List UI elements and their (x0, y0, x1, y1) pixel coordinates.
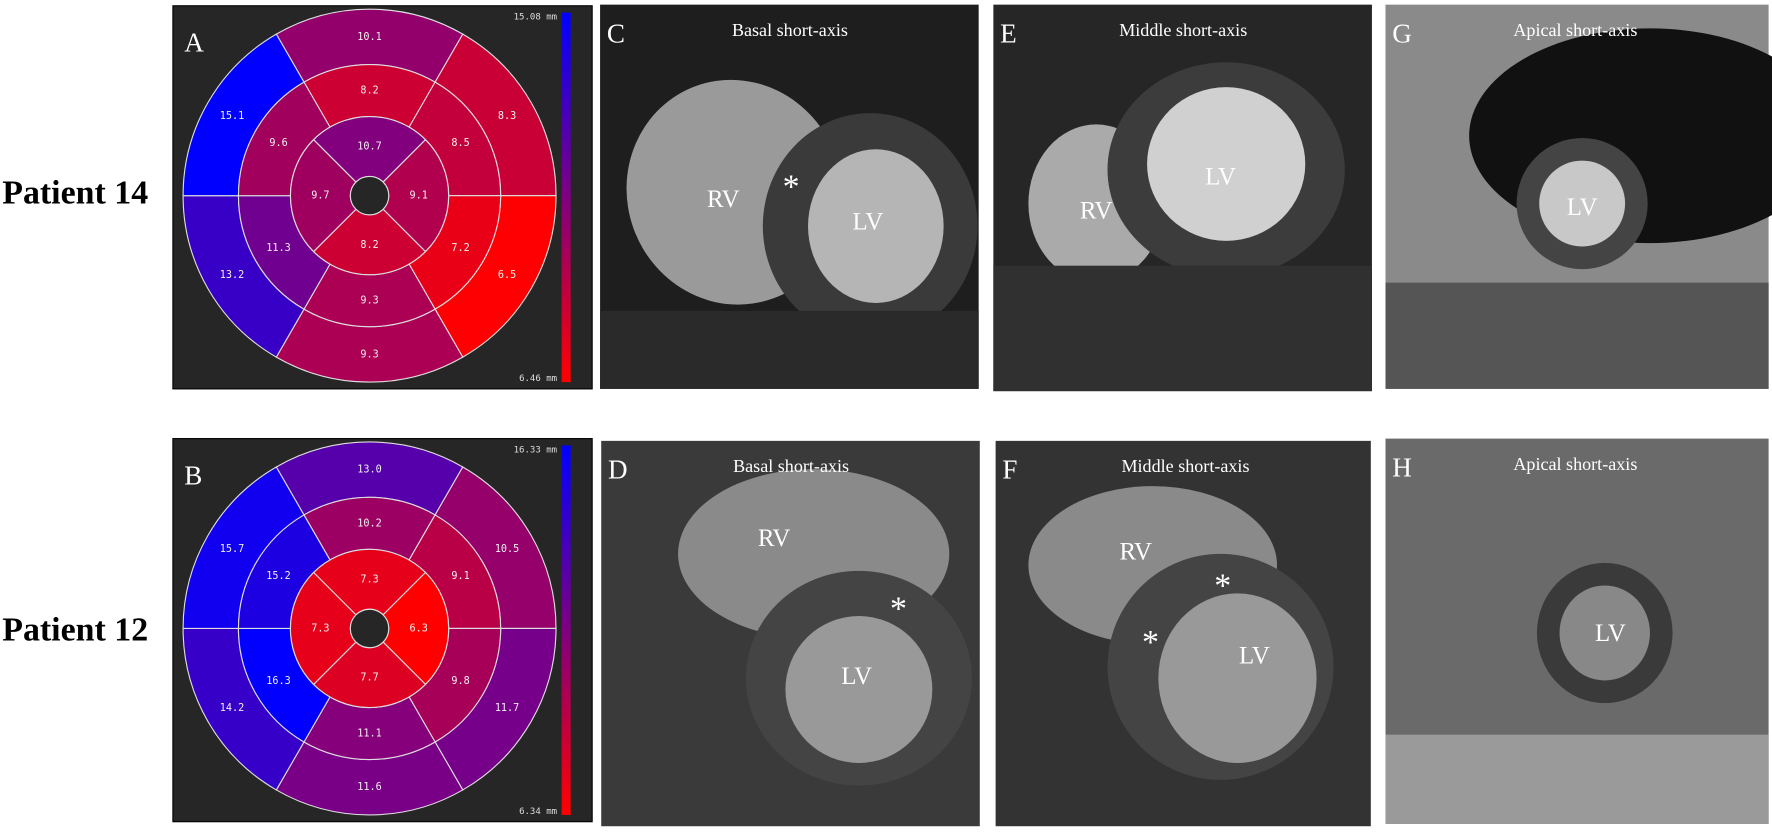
chamber-label: LV (1595, 620, 1626, 647)
panel-letter: H (1392, 452, 1412, 482)
panel-letter: G (1392, 19, 1412, 49)
panel-letter: A (184, 28, 204, 58)
chamber-label: RV (1119, 539, 1152, 566)
colorbar (561, 12, 571, 383)
panel-letter: F (1002, 455, 1017, 485)
segment-value: 8.3 (498, 111, 516, 122)
colorbar-min: 6.34 mm (519, 807, 557, 817)
segment-value: 13.2 (220, 270, 244, 281)
segment-value: 11.6 (357, 782, 381, 793)
segment-value: 8.2 (360, 240, 378, 251)
segment-value: 11.7 (495, 703, 519, 714)
segment-value: 7.3 (311, 623, 329, 634)
image-title: Middle short-axis (1119, 20, 1247, 40)
segment-value: 10.5 (495, 544, 519, 555)
asterisk: * (1214, 568, 1231, 605)
panel-letter: D (608, 455, 628, 485)
image-title: Apical short-axis (1513, 454, 1637, 474)
asterisk: * (783, 169, 800, 206)
segment-value: 6.5 (498, 270, 516, 281)
segment-value: 15.1 (220, 111, 244, 122)
segment-value: 15.2 (266, 571, 290, 582)
image-title: Apical short-axis (1513, 20, 1637, 40)
segment-value: 7.7 (360, 673, 378, 684)
segment-value: 7.3 (360, 574, 378, 585)
segment-value: 9.7 (311, 191, 329, 202)
segment-value: 9.8 (451, 676, 469, 687)
segment-value: 10.7 (357, 141, 381, 152)
segment-value: 10.1 (357, 32, 381, 43)
chamber-label: RV (707, 186, 740, 213)
mri-image (995, 440, 1371, 827)
chamber-label: LV (1567, 194, 1598, 221)
chamber-label: RV (758, 525, 791, 552)
chamber-label: LV (841, 663, 872, 690)
panel-letter: C (607, 19, 625, 49)
asterisk: * (890, 590, 907, 627)
colorbar-max: 15.08 mm (514, 13, 558, 23)
mri-image (993, 4, 1372, 392)
segment-value: 7.2 (451, 243, 469, 254)
bullseye-center (349, 175, 390, 216)
chamber-label: LV (1239, 643, 1270, 670)
asterisk: * (1142, 624, 1159, 661)
bullseye-center (349, 608, 390, 649)
segment-value: 9.3 (360, 349, 378, 360)
panel-letter: E (1000, 19, 1017, 49)
row-label: Patient 12 (2, 612, 148, 649)
colorbar-max: 16.33 mm (514, 445, 558, 455)
segment-value: 10.2 (357, 518, 381, 529)
segment-value: 8.5 (451, 138, 469, 149)
segment-value: 8.2 (360, 86, 378, 97)
mri-image (600, 4, 979, 389)
mri-image (601, 440, 980, 827)
mri-image (1385, 438, 1769, 824)
image-title: Basal short-axis (733, 456, 849, 476)
colorbar-min: 6.46 mm (519, 374, 557, 384)
segment-value: 13.0 (357, 465, 381, 476)
segment-value: 9.1 (410, 191, 428, 202)
mri-image (1385, 4, 1772, 389)
image-title: Basal short-axis (732, 20, 848, 40)
segment-value: 11.3 (266, 243, 290, 254)
segment-value: 9.6 (269, 138, 287, 149)
segment-value: 9.3 (360, 296, 378, 307)
segment-value: 6.3 (410, 623, 428, 634)
colorbar (561, 445, 571, 815)
chamber-label: LV (1205, 163, 1236, 190)
panel-letter: B (184, 460, 202, 490)
segment-value: 9.1 (451, 571, 469, 582)
segment-value: 11.1 (357, 729, 381, 740)
segment-value: 15.7 (220, 544, 244, 555)
segment-value: 14.2 (220, 703, 244, 714)
chamber-label: RV (1080, 197, 1113, 224)
image-title: Middle short-axis (1121, 456, 1249, 476)
row-label: Patient 14 (2, 174, 148, 211)
segment-value: 16.3 (266, 676, 290, 687)
chamber-label: LV (852, 209, 883, 236)
